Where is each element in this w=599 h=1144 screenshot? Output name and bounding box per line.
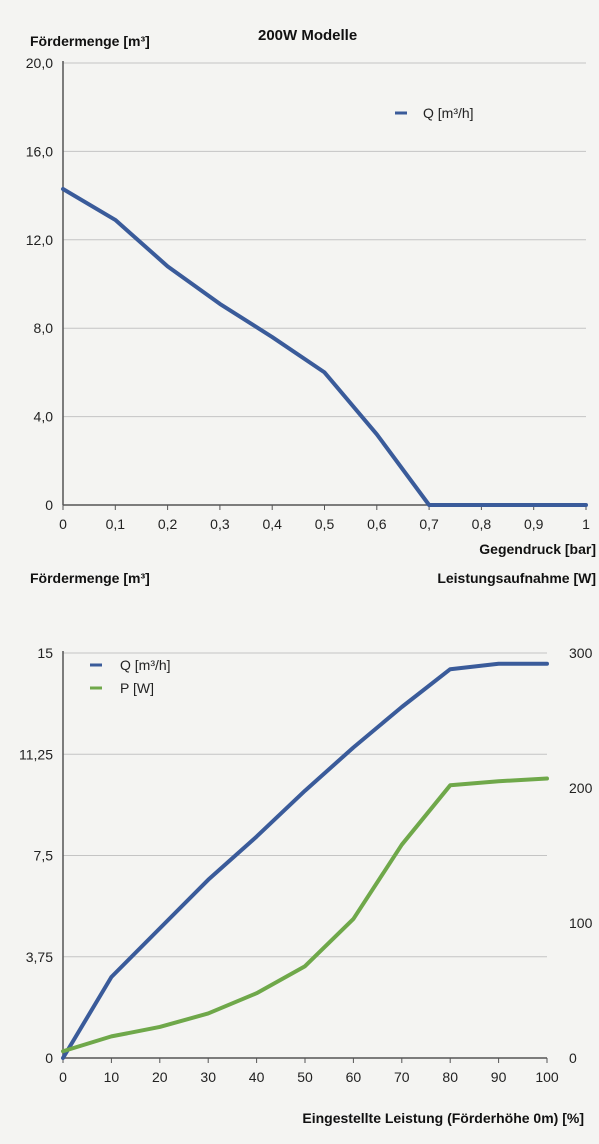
y2-tick-label: 200 (569, 780, 593, 796)
x-tick-label: 0,1 (106, 516, 126, 532)
x-tick-label: 0,4 (262, 516, 282, 532)
chart1-ylabel: Fördermenge [m³] (30, 33, 150, 49)
chart2-legend: Q [m³/h] P [W] (90, 657, 171, 696)
x-tick-label: 40 (249, 1069, 265, 1085)
x-tick-label: 10 (104, 1069, 120, 1085)
y-tick-label: 12,0 (26, 232, 53, 248)
chart1-legend-q: Q [m³/h] (423, 105, 474, 121)
x-tick-label: 1 (582, 516, 590, 532)
series-line-1 (61, 661, 549, 1060)
y-tick-label: 4,0 (34, 409, 54, 425)
chart1-y-ticks: 0 4,0 8,0 12,0 16,0 20,0 (26, 55, 53, 513)
y-tick-label: 11,25 (19, 746, 53, 762)
x-tick-label: 0 (59, 516, 67, 532)
chart2-series (61, 661, 549, 1060)
x-tick-label: 0 (59, 1069, 67, 1085)
y2-tick-label: 100 (569, 915, 593, 931)
chart2-gridlines (62, 651, 547, 1059)
chart2-y2-ticks: 0 100 200 300 (569, 645, 593, 1066)
x-tick-label: 0,3 (210, 516, 230, 532)
chart2-ylabel: Fördermenge [m³] (30, 570, 150, 586)
x-tick-label: 100 (535, 1069, 559, 1085)
y2-tick-label: 0 (569, 1050, 577, 1066)
y-tick-label: 8,0 (34, 320, 54, 336)
chart1-x-ticks: 0 0,1 0,2 0,3 0,4 0,5 0,6 0,7 0,8 0,9 1 (59, 505, 590, 532)
x-tick-label: 70 (394, 1069, 410, 1085)
chart1-legend: Q [m³/h] (395, 105, 474, 121)
y-tick-label: 20,0 (26, 55, 53, 71)
chart2-x-ticks: 0 10 20 30 40 50 60 70 80 90 100 (59, 1058, 559, 1085)
x-tick-label: 0,5 (315, 516, 335, 532)
chart2-y-ticks: 0 3,75 7,5 11,25 15 (19, 645, 53, 1066)
series-line-2 (61, 776, 549, 1054)
chart1-gridlines (62, 61, 586, 506)
y-tick-label: 16,0 (26, 143, 53, 159)
x-tick-label: 0,8 (472, 516, 492, 532)
x-tick-label: 30 (200, 1069, 216, 1085)
chart1-series (61, 186, 588, 507)
x-tick-label: 20 (152, 1069, 168, 1085)
x-tick-label: 80 (442, 1069, 458, 1085)
y-tick-label: 3,75 (26, 949, 53, 965)
chart1-title: 200W Modelle (258, 27, 357, 44)
chart2-legend-p: P [W] (120, 680, 154, 696)
y-tick-label: 15 (37, 645, 53, 661)
y-tick-label: 0 (45, 497, 53, 513)
x-tick-label: 0,6 (367, 516, 387, 532)
y-tick-label: 7,5 (34, 848, 54, 864)
chart2-xlabel: Eingestellte Leistung (Förderhöhe 0m) [%… (302, 1110, 584, 1126)
series-line-1 (61, 186, 588, 507)
chart1-xlabel: Gegendruck [bar] (479, 541, 596, 557)
x-tick-label: 50 (297, 1069, 313, 1085)
y-tick-label: 0 (45, 1050, 53, 1066)
x-tick-label: 90 (491, 1069, 507, 1085)
x-tick-label: 0,9 (524, 516, 544, 532)
chart2-legend-q: Q [m³/h] (120, 657, 171, 673)
y2-tick-label: 300 (569, 645, 593, 661)
x-tick-label: 0,7 (419, 516, 439, 532)
chart2-y2label: Leistungsaufnahme [W] (437, 570, 596, 586)
x-tick-label: 0,2 (158, 516, 178, 532)
x-tick-label: 60 (346, 1069, 362, 1085)
